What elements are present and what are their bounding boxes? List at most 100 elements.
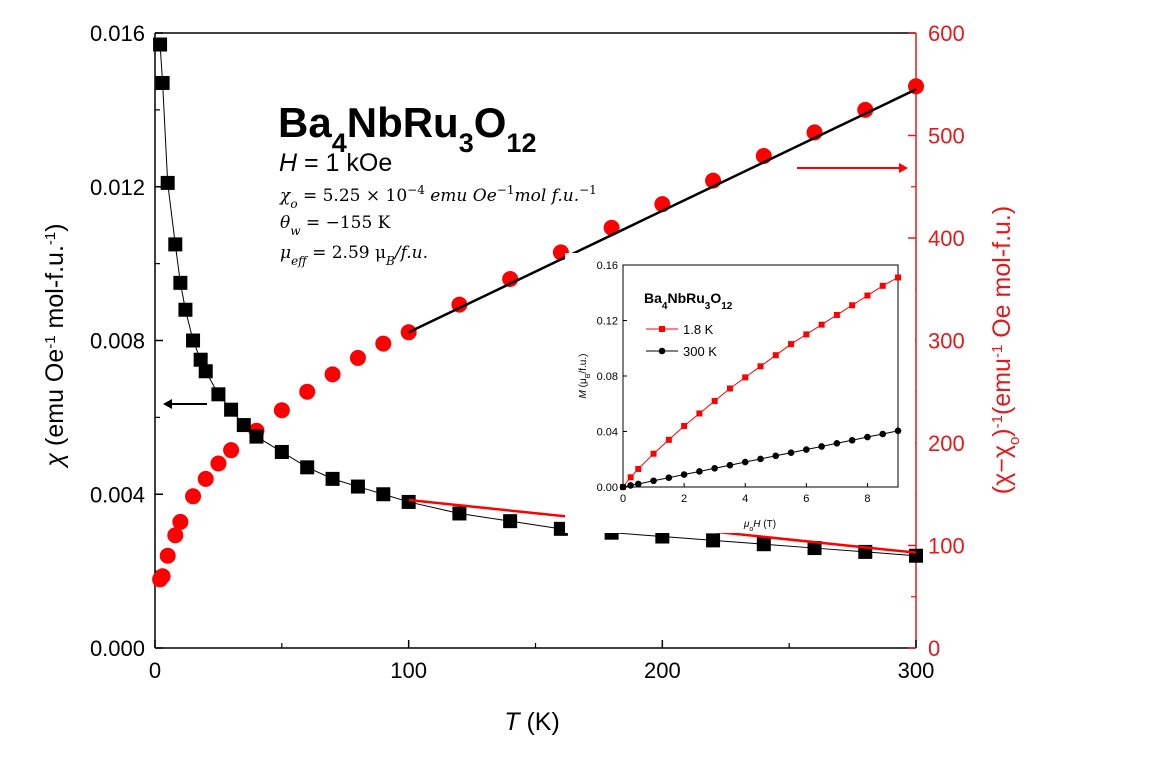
inset-y-tick-label: 0.00 — [597, 482, 618, 494]
main-data — [152, 37, 924, 588]
inset-y-tick-label: 0.04 — [597, 427, 618, 439]
legend-label-300k: 300 K — [683, 344, 717, 359]
chi-point — [452, 506, 467, 521]
legend-label-1p8k: 1.8 K — [683, 322, 714, 337]
chi-point — [706, 533, 721, 548]
inset-point-300k — [787, 449, 795, 457]
mu-annotation: μeff = 2.59 μB/f.u. — [280, 243, 428, 268]
y-left-tick-label: 0.016 — [90, 21, 145, 46]
inset-point-1p8k — [711, 397, 718, 404]
field-annotation: H = 1 kOe — [279, 149, 392, 177]
inset-point-300k — [696, 468, 703, 475]
inset-point-300k — [894, 427, 902, 435]
y-right-tick-label: 400 — [928, 226, 965, 251]
chi-point — [178, 302, 193, 317]
x-tick-label: 0 — [149, 658, 161, 683]
inset-point-1p8k — [895, 274, 901, 281]
inset-plot: 0 2 4 6 8 0.00 0.04 0.08 0.12 0.16 Ba4NbRu3O12 1.… — [565, 253, 915, 533]
inset-point-1p8k — [665, 436, 672, 443]
chi-point — [909, 548, 923, 563]
inset-y-tick-label: 0.12 — [597, 316, 618, 328]
y-right-tick-label: 300 — [928, 329, 965, 354]
inv-chi-point — [172, 513, 189, 530]
inset-point-300k — [650, 477, 657, 485]
x-tick-label: 200 — [644, 658, 681, 683]
chi-point — [300, 460, 315, 475]
main-plot: 0 100 200 3000.0000.0040.0080.0120.01601002… — [90, 21, 965, 683]
inv-chi-point — [223, 442, 240, 459]
inset-point-300k — [833, 439, 841, 447]
inset-point-300k — [627, 482, 634, 489]
inset-ticks: 0 2 4 6 8 0.00 0.04 0.08 0.12 0.16 — [597, 260, 871, 505]
arrow-left-series — [163, 399, 207, 409]
arrow-right-series — [797, 163, 908, 173]
chi-point — [224, 402, 239, 417]
inset-point-1p8k — [696, 410, 703, 417]
inset-point-1p8k — [849, 302, 856, 309]
inv-chi-point — [159, 547, 176, 564]
inset-point-1p8k — [788, 341, 795, 348]
y-left-tick-label: 0.000 — [90, 636, 145, 661]
compound-formula: Ba4NbRu3O12 — [278, 99, 536, 158]
chi-point — [173, 275, 188, 290]
chi-point — [155, 75, 170, 90]
inv-chi-point — [210, 455, 227, 472]
theta-annotation: θw = −155 K — [280, 213, 391, 238]
inv-chi-point — [273, 402, 290, 419]
inv-chi-point — [324, 366, 341, 383]
chi-point — [376, 487, 391, 502]
y-right-tick-label: 0 — [928, 636, 940, 661]
chi-point — [756, 537, 771, 552]
inset-x-tick-label: 4 — [742, 493, 748, 505]
inset-point-300k — [818, 443, 825, 450]
chi-point — [160, 175, 175, 190]
inset-point-1p8k — [627, 474, 634, 481]
main-ticks: 0 100 200 3000.0000.0040.0080.0120.01601002… — [90, 21, 965, 683]
chi-point — [153, 37, 168, 52]
x-axis-title: T (K) — [504, 708, 560, 736]
chi-point — [236, 418, 251, 433]
x-tick-label: 300 — [898, 658, 935, 683]
y-left-tick-label: 0.012 — [90, 175, 145, 200]
chi-point — [249, 429, 264, 444]
inset-point-1p8k — [635, 465, 642, 472]
inv-chi-point — [299, 383, 316, 400]
legend-item-1p8k: 1.8 K — [646, 322, 714, 337]
chi-point — [807, 541, 822, 556]
chi0-annotation: χo = 5.25 × 10−4 emu Oe−1mol f.u.−1 — [279, 183, 597, 211]
inv-chi-point — [375, 335, 392, 352]
legend-item-300k: 300 K — [646, 344, 717, 359]
chi-point — [168, 237, 183, 252]
inset-point-300k — [711, 464, 718, 472]
inset-point-300k — [726, 461, 734, 469]
inset-point-1p8k — [818, 321, 825, 328]
chi-point — [350, 479, 365, 494]
inv-chi-point — [857, 101, 874, 118]
inset-point-300k — [879, 430, 887, 438]
inset-x-tick-label: 0 — [620, 493, 626, 505]
chi-point — [325, 471, 340, 486]
inset-point-300k — [864, 433, 871, 441]
inv-chi-point — [349, 349, 366, 366]
inset-y-tick-label: 0.08 — [597, 371, 618, 383]
inset-x-tick-label: 2 — [681, 493, 687, 505]
y-right-tick-label: 600 — [928, 21, 965, 46]
chi-point — [198, 364, 213, 379]
inset-point-1p8k — [803, 331, 810, 338]
y-left-tick-label: 0.008 — [90, 329, 145, 354]
inset-point-300k — [803, 446, 810, 453]
inset-legend: 1.8 K 300 K — [646, 322, 717, 359]
inset-point-300k — [680, 471, 688, 478]
inv-chi-point — [197, 470, 214, 487]
chi-point — [503, 514, 518, 529]
chi-point — [655, 529, 670, 544]
inv-chi-point — [185, 488, 202, 505]
inset-point-1p8k — [833, 311, 840, 318]
inset-point-300k — [772, 452, 780, 460]
x-tick-label: 100 — [390, 658, 427, 683]
inset-point-1p8k — [742, 374, 749, 381]
inset-point-300k — [757, 455, 764, 463]
inset-x-title: μoH (T) — [743, 519, 776, 533]
y-axis-right-title: (χ−χo)-1(emu-1 Oe mol-f.u.) — [988, 206, 1023, 494]
